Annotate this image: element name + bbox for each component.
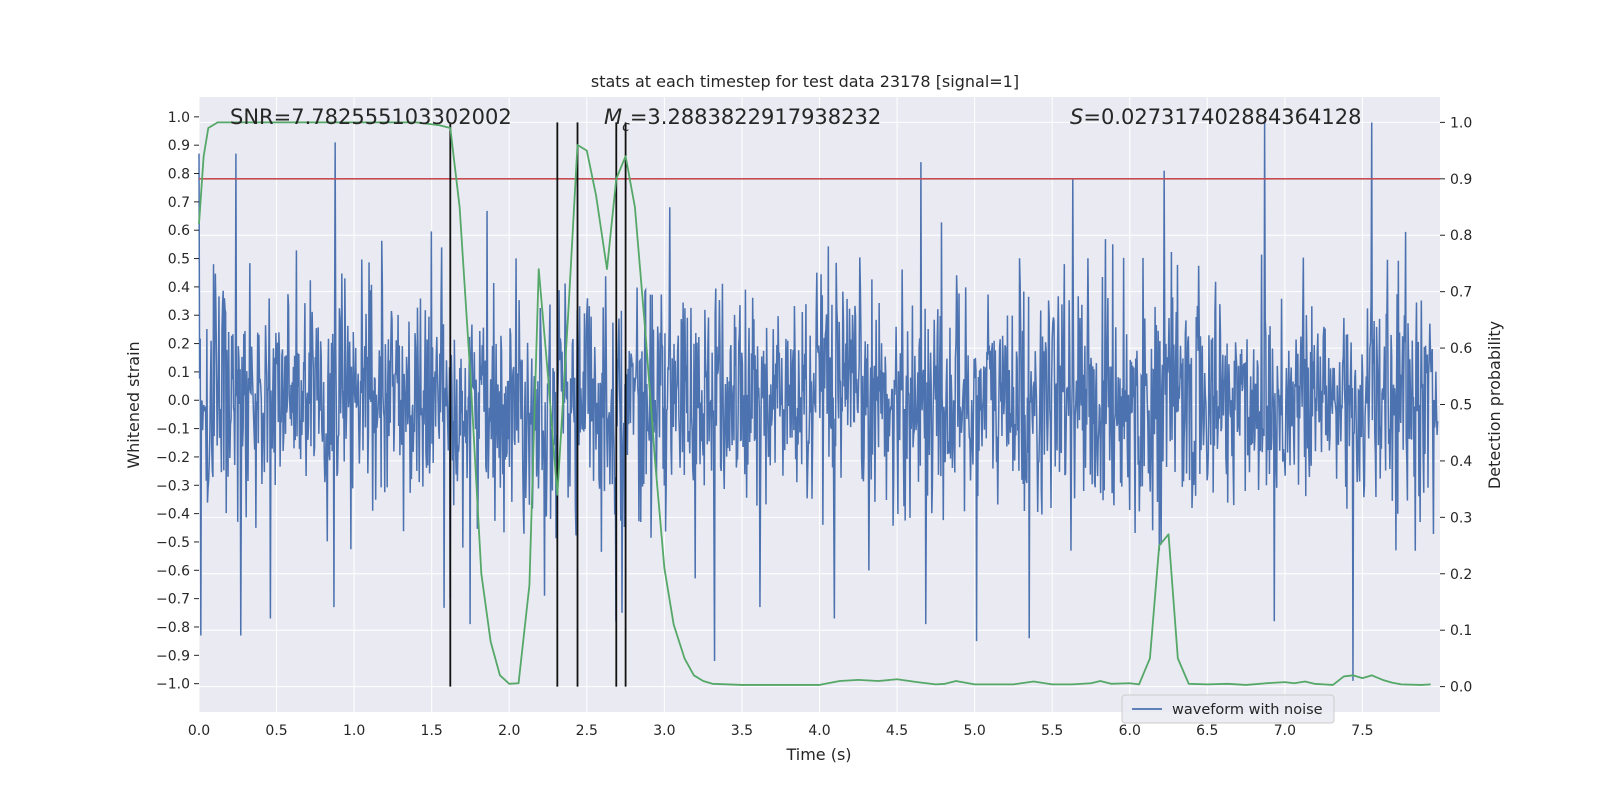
x-ticks: 0.0 0.5 1.0 1.5 2.0 2.5 3.0 3.5 4.0 4.5 5.0 5.5 6.0 6… [188,723,1374,739]
overlay [199,122,1440,687]
legend-label: waveform with noise [1172,702,1323,718]
x-tick-label-6: 3.0 [653,723,675,739]
y2-tick-label-8: 0.8 [1450,228,1472,244]
x-tick-label-9: 4.5 [886,723,908,739]
x-tick-label-7: 3.5 [731,723,753,739]
y-axis-label: Whitened strain [124,341,143,468]
y-tick-label-10: 0.0 [168,393,190,409]
y-tick-label-16: 0.6 [168,223,190,239]
y-tick-label-2: −0.8 [156,620,190,636]
x-tick-label-11: 5.5 [1041,723,1063,739]
detection-probability-series [198,121,1431,686]
y2-tick-label-0: 0.0 [1450,680,1472,696]
y2-tick-label-3: 0.3 [1450,510,1472,526]
x-tick-label-1: 0.5 [265,723,287,739]
y2-tick-label-5: 0.5 [1450,398,1472,414]
chart-title: stats at each timestep for test data 231… [591,72,1019,91]
y-tick-label-4: −0.6 [156,563,190,579]
x-tick-label-10: 5.0 [963,723,985,739]
y2-tick-label-4: 0.4 [1450,454,1472,470]
x-tick-label-3: 1.5 [421,723,443,739]
y-tick-label-8: −0.2 [156,450,190,466]
waveform-series [198,122,1439,681]
y-tick-label-0: −1.0 [156,677,190,693]
x-tick-label-13: 6.5 [1196,723,1218,739]
x-tick-label-4: 2.0 [498,723,520,739]
chirp-mass-annotation: Mc=3.2883822917938232 [604,105,881,135]
chirp-mass-value: =3.2883822917938232 [630,105,881,129]
y2-tick-label-9: 0.9 [1450,172,1472,188]
y-tick-label-7: −0.3 [156,478,190,494]
y-tick-label-11: 0.1 [168,365,190,381]
y2-tick-label-7: 0.7 [1450,285,1472,301]
y2-ticks: 0.0 0.1 0.2 0.3 0.4 0.5 0.6 0.7 0.8 0.9 1.0 [1440,115,1472,696]
x-tick-label-8: 4.0 [808,723,830,739]
y-tick-label-5: −0.5 [156,535,190,551]
s-annotation: S=0.027317402884364128 [1070,105,1361,129]
y2-tick-label-10: 1.0 [1450,115,1472,131]
y-tick-label-17: 0.7 [168,195,190,211]
chirp-mass-symbol: M [604,105,622,129]
detection-probability-line [198,121,1431,686]
y2-tick-label-1: 0.1 [1450,623,1472,639]
x-tick-label-12: 6.0 [1119,723,1141,739]
y-tick-label-6: −0.4 [156,507,190,523]
s-symbol: S [1070,105,1083,129]
chirp-mass-subscript: c [622,119,630,135]
y2-tick-label-2: 0.2 [1450,567,1472,583]
x-tick-label-2: 1.0 [343,723,365,739]
waveform-line [198,122,1439,681]
x-axis-label: Time (s) [785,745,851,764]
y-tick-label-3: −0.7 [156,592,190,608]
y-tick-label-20: 1.0 [168,110,190,126]
y-tick-label-13: 0.3 [168,308,190,324]
x-tick-label-5: 2.5 [576,723,598,739]
legend: waveform with noise [1121,694,1335,724]
x-tick-label-15: 7.5 [1351,723,1373,739]
y-tick-label-14: 0.4 [168,280,190,296]
x-tick-label-0: 0.0 [188,723,210,739]
y2-tick-label-6: 0.6 [1450,341,1472,357]
y-tick-label-15: 0.5 [168,252,190,268]
y-tick-label-12: 0.2 [168,337,190,353]
y2-axis-label: Detection probability [1485,321,1504,489]
legend-box [1121,694,1335,724]
snr-annotation: SNR=7.782555103302002 [230,105,512,129]
y-tick-label-19: 0.9 [168,138,190,154]
s-value: =0.027317402884364128 [1083,105,1361,129]
y-tick-label-9: −0.1 [156,422,190,438]
x-tick-label-14: 7.0 [1274,723,1296,739]
y-tick-label-1: −0.9 [156,648,190,664]
y-ticks: −1.0 −0.9 −0.8 −0.7 −0.6 −0.5 −0.4 −0.3 −0.2 −0.1… [156,110,199,693]
y-tick-label-18: 0.8 [168,167,190,183]
